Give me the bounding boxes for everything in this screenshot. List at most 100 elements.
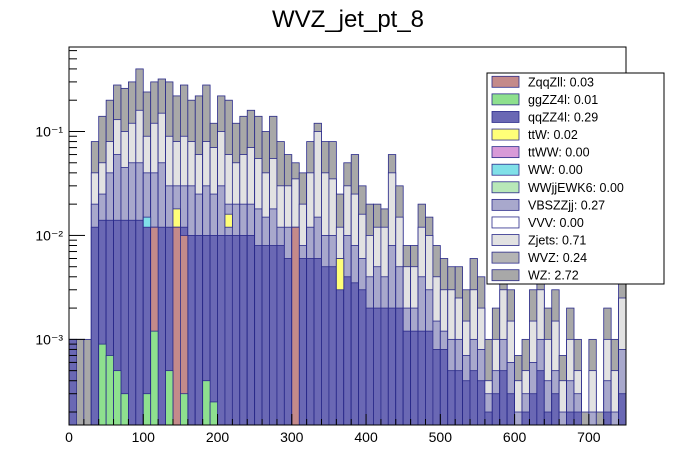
vbszzjj-bar [610,411,619,426]
qqzz4l-bar [306,258,315,426]
qqzz4l-bar [350,282,360,426]
legend-label: WW: 0.00 [528,163,583,177]
legend-label: qqZZ4l: 0.29 [528,110,598,124]
legend-swatch [491,75,520,88]
qqzz4l-bar [454,370,464,426]
qqzz4l-bar [477,380,486,426]
qqzz4l-bar [603,411,612,426]
legend-swatch [491,128,520,141]
qqzz4l-bar [217,235,226,426]
zqqzll-bar [172,226,181,426]
qqzz4l-bar [447,370,456,426]
qqzz4l-bar [536,370,545,426]
legend-label: ggZZ4l: 0.01 [528,93,598,107]
legend: ZqqZll: 0.03 ggZZ4l: 0.01 qqZZ4l: 0.29 ttW:… [486,72,665,285]
ggzz4l-bar [113,370,122,426]
legend-swatch [491,216,520,229]
qqzz4l-bar [499,370,508,426]
qqzz4l-bar [335,276,345,426]
ggzz4l-bar [165,370,174,426]
wz-bar [76,338,85,426]
ggzz4l-bar [209,401,218,426]
qqzz4l-bar [543,411,553,426]
qqzz4l-bar [506,393,516,426]
qqzz4l-bar [90,226,100,426]
wz-bar [581,411,590,426]
y-tick-label: 10⁻² [35,227,63,243]
wz-bar [595,411,605,426]
x-tick-label: 600 [503,429,527,445]
vbszzjj-bar [558,411,567,426]
chart-title: WVZ_jet_pt_8 [271,6,425,33]
qqzz4l-bar [373,307,382,426]
qqzz4l-bar [343,276,352,426]
qqzz4l-bar [135,219,144,426]
qqzz4l-bar [566,411,575,426]
qqzz4l-bar [417,330,426,426]
qqzz4l-bar [254,245,263,426]
qqzz4l-bar [269,245,278,426]
legend-label: Zjets: 0.71 [528,234,586,248]
qqzz4l-bar [365,307,374,426]
x-tick-label: 500 [429,429,453,445]
qqzz4l-bar [395,307,404,426]
legend-label: VBSZZjj: 0.27 [528,198,605,212]
qqzz4l-bar [194,235,204,426]
wz-bar [83,338,92,426]
ggzz4l-bar [142,393,152,426]
ggzz4l-bar [105,355,114,426]
vbszzjj-bar [514,411,523,426]
qqzz4l-bar [425,330,434,426]
qqzz4l-bar [358,289,367,426]
ttw-bar [224,213,233,228]
x-tick-label: 700 [577,429,601,445]
x-tick-label: 400 [354,429,378,445]
ggzz4l-bar [179,393,189,426]
qqzz4l-bar [283,258,293,426]
qqzz4l-bar [187,235,196,426]
ww-bar [142,216,152,228]
qqzz4l-bar [128,219,137,426]
legend-label: ZqqZll: 0.03 [528,75,594,89]
x-tick-label: 200 [206,429,230,445]
qqzz4l-bar [469,370,478,426]
legend-swatch [491,234,520,246]
qqzz4l-bar [298,258,308,426]
x-axis: 0 100 200 300 400 500 600 700 [65,414,620,445]
qqzz4l-bar [239,235,248,426]
x-tick-label: 300 [280,429,304,445]
qqzz4l-bar [551,393,560,426]
legend-swatch [491,198,520,211]
qqzz4l-bar [313,258,322,426]
qqzz4l-bar [157,226,166,426]
qqzz4l-bar [321,266,330,426]
legend-label: ttW: 0.02 [528,128,578,142]
qqzz4l-bar [231,235,241,426]
legend-label: WVZ: 0.24 [528,251,587,265]
legend-swatch [491,93,520,106]
qqzz4l-bar [573,411,582,426]
qqzz4l-bar [432,349,441,426]
ggzz4l-bar [150,330,159,426]
qqzz4l-bar [328,266,337,426]
qqzz4l-bar [410,330,419,426]
vbszzjj-bar [588,411,597,426]
legend-swatch [491,146,520,159]
qqzz4l-bar [462,380,471,426]
qqzz4l-bar [521,411,530,426]
qqzz4l-bar [618,393,627,426]
qqzz4l-bar [276,245,285,426]
x-tick-label: 100 [132,429,156,445]
ggzz4l-bar [98,343,107,426]
legend-swatch [491,251,520,264]
qqzz4l-bar [246,235,256,426]
ggzz4l-bar [120,393,129,426]
qqzz4l-bar [491,393,501,426]
qqzz4l-bar [209,235,218,426]
legend-label: VVV: 0.00 [528,216,584,230]
zqqzll-bar [291,226,300,426]
y-axis: 10⁻³ 10⁻² 10⁻¹ [35,50,85,413]
qqzz4l-bar [484,411,493,426]
x-tick-label: 0 [65,429,73,445]
